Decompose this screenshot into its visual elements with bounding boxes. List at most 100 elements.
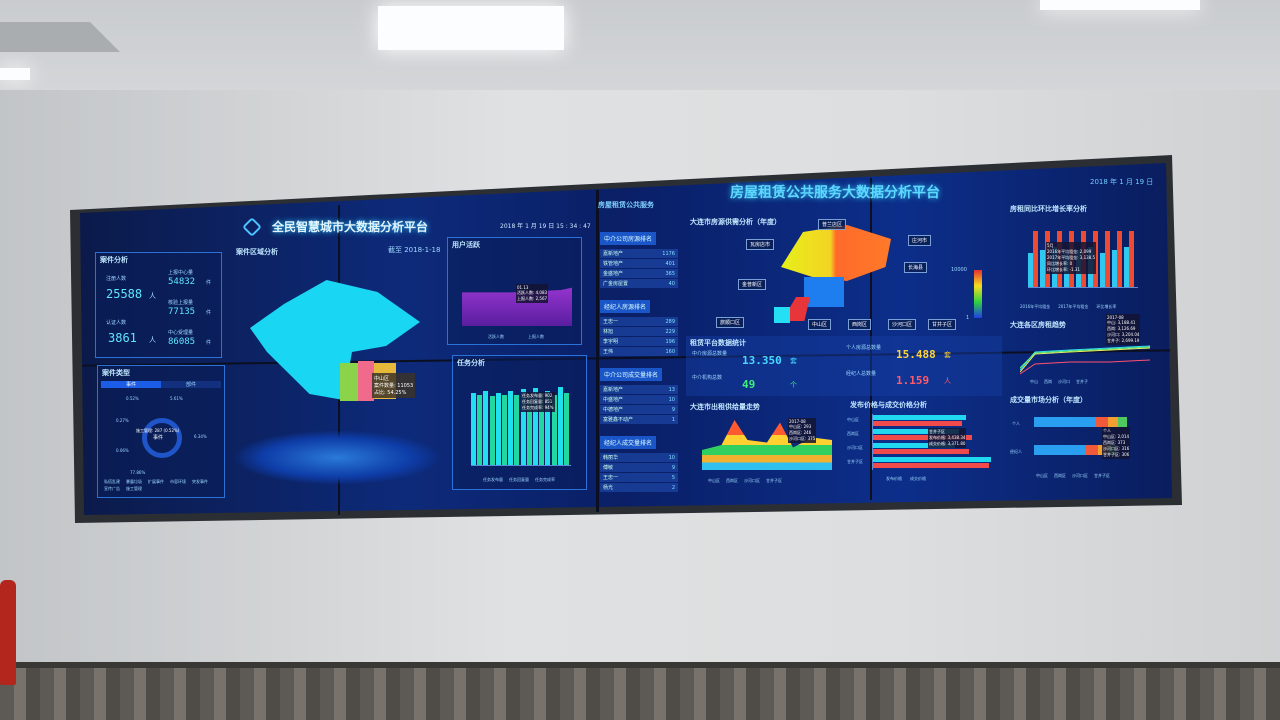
bar-2017 [1129, 231, 1134, 287]
case-analysis-panel: 案件分析 注册人数 25588 人 认证人数 3861 人 上报中心量 5483… [95, 252, 222, 358]
legend-item[interactable]: 上报人数 [528, 334, 544, 339]
ranking-row[interactable]: 傅敏 9 [600, 463, 678, 472]
legend-item[interactable]: 2016年平均租金 [1020, 304, 1051, 309]
stat-unit: 人 [944, 377, 951, 385]
ranking-name: 铁管地产 [603, 261, 624, 267]
ranking-name: 王忠一 [603, 475, 619, 481]
ranking-value: 5 [671, 474, 675, 481]
legend-item[interactable]: 沙河口区 [744, 478, 760, 483]
task-bar [495, 393, 501, 465]
legend-item[interactable]: 暴露垃圾 [126, 479, 142, 484]
ranking-row[interactable]: 王忠一 5 [600, 473, 678, 482]
donut-callout: 施工管理: 287 (0.52%) [136, 428, 180, 433]
legend-item[interactable]: 任务发布量 [483, 477, 503, 482]
legend-item[interactable]: 甘井子区 [766, 478, 782, 483]
tooltip-line: 5月 [1047, 243, 1054, 248]
tab-component[interactable]: 部件 [161, 381, 221, 388]
legend-item[interactable]: 环比增长率 [1096, 304, 1117, 309]
pct-label: 0.27% [116, 418, 129, 423]
scale-low: 1 [966, 315, 970, 321]
district-label[interactable]: 甘井子区 [928, 319, 957, 330]
legend-item[interactable]: 西岗区 [726, 478, 738, 483]
ranking-row[interactable]: 金盛地产 365 [600, 269, 678, 278]
panel-title: 大连各区房租趋势 [1010, 321, 1066, 329]
legend-item[interactable]: 中山区 [708, 478, 720, 483]
legend-item[interactable]: 私搭乱建 [104, 479, 120, 484]
stat-label: 个人房源总数量 [846, 345, 882, 351]
publish-bar [873, 429, 959, 434]
legend-item[interactable]: 甘井子区 [1094, 473, 1110, 478]
pct-label: 6.34% [194, 434, 207, 439]
legend-item[interactable]: 沙河口区 [1072, 473, 1088, 478]
ranking-row[interactable]: 王伟 160 [600, 347, 678, 356]
tooltip-line: 沙河口区: 375 [789, 436, 816, 441]
legend-item[interactable]: 沙河口 [1058, 379, 1070, 384]
panel-title: 案件区域分析 [236, 248, 278, 256]
district-shape [340, 363, 358, 401]
ranking-row[interactable]: 铁管地产 401 [600, 259, 678, 268]
ranking-row[interactable]: 中德地产 9 [600, 405, 678, 414]
legend-item[interactable]: 扩展事件 [148, 479, 164, 484]
legend-item[interactable]: 突发事件 [192, 479, 208, 484]
district-shape [804, 277, 844, 307]
ranking-row[interactable]: 嘉新地产 13 [600, 385, 678, 394]
tooltip-line: 沙河口: 3,204.04 [1107, 332, 1140, 337]
legend-item[interactable]: 甘井子 [1076, 379, 1088, 384]
ranking-row[interactable]: 杨光 2 [600, 483, 678, 492]
district-label[interactable]: 旅顺口区 [716, 317, 745, 328]
tab-event[interactable]: 事件 [101, 381, 161, 388]
task-bar [477, 394, 483, 465]
legend-item[interactable]: 市容环境 [170, 479, 186, 484]
category-label: 经纪人 [1010, 449, 1022, 454]
legend-item[interactable]: 任务完成率 [535, 477, 555, 482]
ranking-row[interactable]: 富雅鑫不动产 1 [600, 415, 678, 424]
tooltip-line: 甘井子: 2,699.19 [1107, 338, 1140, 343]
ceiling-light [0, 68, 30, 80]
legend-item[interactable]: 中山区 [1036, 473, 1048, 478]
legend-item[interactable]: 活跃人数 [488, 334, 504, 339]
bar-2016 [1028, 253, 1033, 287]
donut-chart [142, 418, 182, 458]
ranking-row[interactable]: 王忠一 289 [600, 317, 678, 326]
ranking-row[interactable]: 广金房屋置 40 [600, 279, 678, 288]
district-label[interactable]: 沙河口区 [888, 319, 917, 330]
ranking-row[interactable]: 中盛地产 10 [600, 395, 678, 404]
deal-bar [873, 435, 973, 440]
ranking-row[interactable]: 李宇明 196 [600, 337, 678, 346]
district-label[interactable]: 中山区 [808, 319, 832, 330]
legend-item[interactable]: 发布价格 [886, 476, 902, 481]
tooltip-line: 甘井子区 [929, 429, 945, 434]
legend-item[interactable]: 西岗区 [1054, 473, 1066, 478]
ranking-row[interactable]: 韩丽华 10 [600, 453, 678, 462]
legend-item[interactable]: 成交价格 [910, 476, 926, 481]
stat-value: 13.350 [742, 354, 782, 367]
legend-item[interactable]: 2017年平均租金 [1058, 304, 1089, 309]
district-label[interactable]: 长海县 [904, 262, 928, 273]
legend-item[interactable]: 任务回复量 [509, 477, 529, 482]
stat-value: 86085 [168, 337, 196, 347]
district-label[interactable]: 庄河市 [908, 235, 932, 246]
stat-label: 注册人数 [106, 276, 127, 282]
district-label[interactable]: 金普新区 [738, 279, 767, 290]
ranking-value: 9 [671, 406, 675, 413]
stat-value: 54832 [168, 277, 196, 287]
ceiling-light [1040, 0, 1200, 10]
stat-value: 49 [742, 378, 756, 391]
district-label[interactable]: 普兰店区 [818, 219, 847, 230]
panel-title: 案件类型 [102, 369, 130, 377]
ranking-value: 1176 [662, 250, 675, 257]
legend-item[interactable]: 西岗 [1044, 379, 1052, 384]
legend-item[interactable]: 宣传广告 [104, 486, 120, 491]
ranking-title: 经纪人成交量排名 [600, 436, 657, 449]
hologram-platform [232, 430, 442, 485]
legend-item[interactable]: 施工管理 [126, 486, 142, 491]
legend-item[interactable]: 中山 [1030, 379, 1038, 384]
legend: 发布价格 成交价格 [886, 476, 926, 482]
stat-unit: 个 [790, 381, 797, 389]
ranking-row[interactable]: 嘉新地产 1176 [600, 249, 678, 258]
ranking-row[interactable]: 林旭 229 [600, 327, 678, 336]
ranking-name: 嘉新地产 [603, 251, 624, 257]
district-label[interactable]: 瓦房店市 [746, 239, 775, 250]
tooltip-title: 中山区 [374, 376, 390, 382]
district-label[interactable]: 西岗区 [848, 319, 872, 330]
